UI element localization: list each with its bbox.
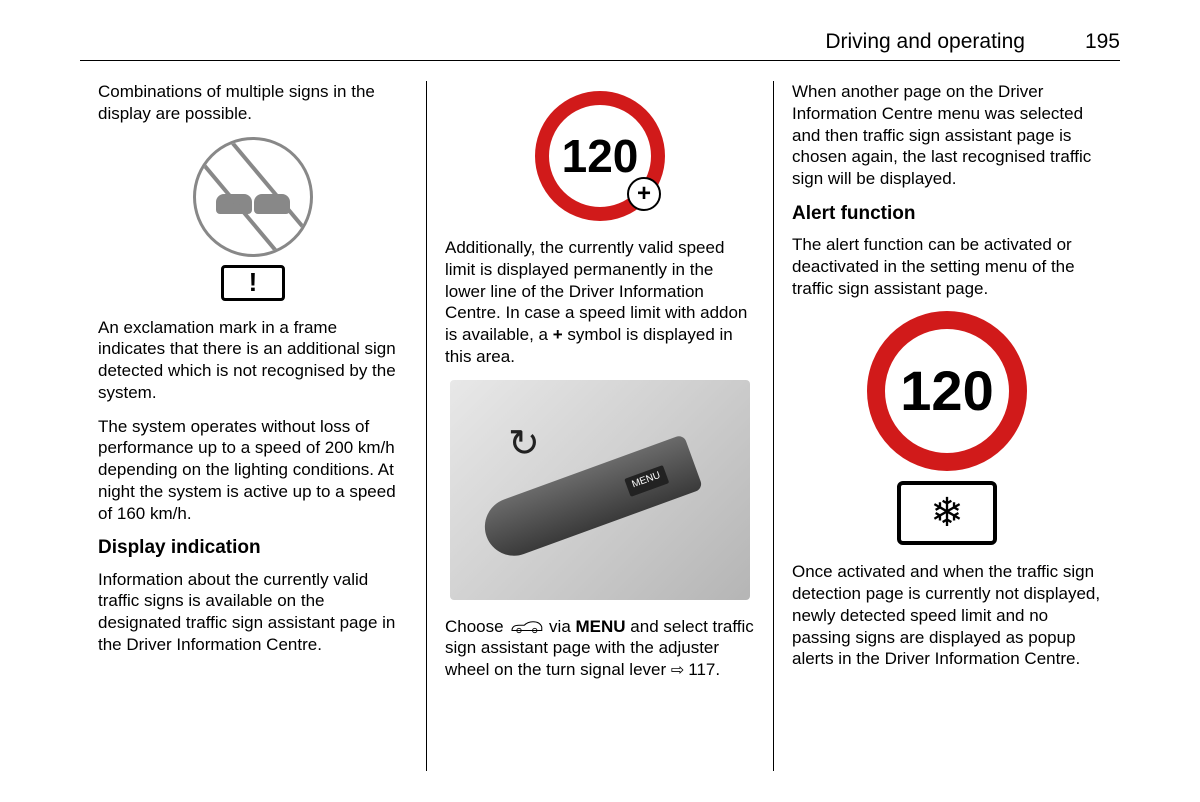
car-icon [508,620,544,634]
section-title: Driving and operating [825,30,1025,54]
page-header: Driving and operating 195 [80,30,1120,61]
snowflake-addon-icon: ❄ [897,481,997,545]
figure-end-overtaking-sign: ! [98,137,408,301]
paragraph: Additionally, the currently valid speed … [445,237,755,368]
speed-limit-value: 120 [562,127,639,186]
paragraph: Once activated and when the traffic sign… [792,561,1102,670]
paragraph: The alert function can be activated or d… [792,234,1102,299]
speed-limit-sign-icon: 120 + [535,91,665,221]
paragraph: When another page on the Driver Informat… [792,81,1102,190]
cross-reference: 117. [671,660,720,679]
figure-speed-limit-120-plus: 120 + [445,91,755,221]
paragraph: Information about the currently valid tr… [98,569,408,656]
lever-illustration: ↻ ↓ MENU [450,380,750,600]
speed-limit-value: 120 [900,355,993,427]
heading-alert-function: Alert function [792,202,1102,226]
rotate-arrow-icon: ↻ [508,420,540,469]
heading-display-indication: Display indication [98,536,408,560]
exclamation-frame-icon: ! [221,265,285,301]
paragraph: An exclamation mark in a frame indicates… [98,317,408,404]
figure-speed-limit-120-snow: 120 ❄ [792,311,1102,545]
plus-badge-icon: + [627,177,661,211]
column-1: Combinations of multiple signs in the di… [80,81,427,771]
paragraph: Choose via MENU and select traffic sign … [445,616,755,682]
figure-turn-signal-lever: ↻ ↓ MENU [445,380,755,600]
column-3: When another page on the Driver Informat… [774,81,1120,771]
end-of-overtaking-sign-icon [193,137,313,257]
paragraph: The system operates without loss of perf… [98,416,408,525]
menu-button-label: MENU [624,465,669,497]
speed-limit-sign-icon: 120 [867,311,1027,471]
content-columns: Combinations of multiple signs in the di… [80,81,1120,771]
paragraph: Combinations of multiple signs in the di… [98,81,408,125]
page-number: 195 [1085,30,1120,54]
column-2: 120 + Additionally, the currently valid … [427,81,774,771]
